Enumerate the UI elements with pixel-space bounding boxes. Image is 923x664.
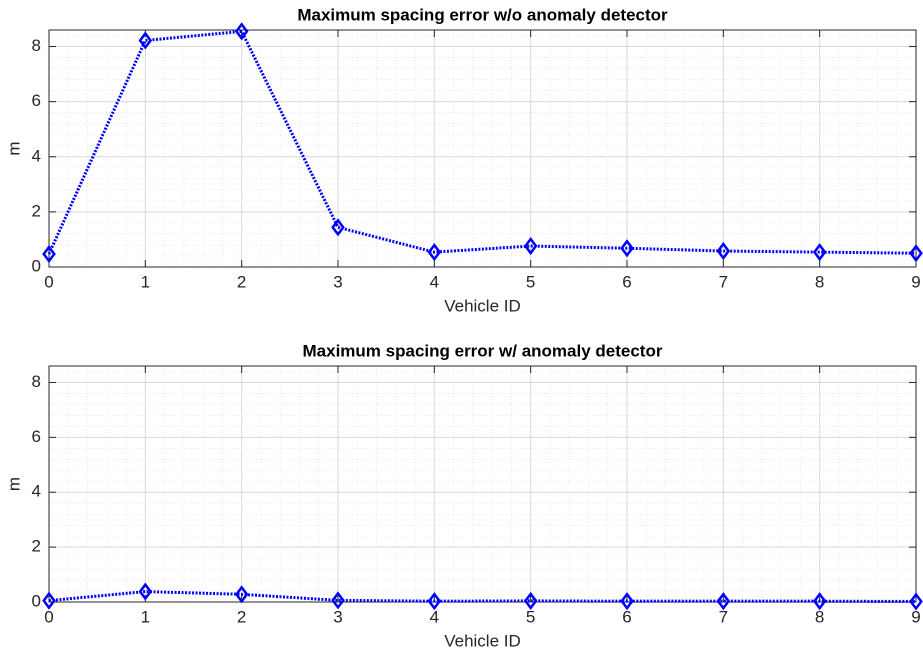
y-tick-label: 6 bbox=[32, 91, 41, 110]
x-tick-label: 3 bbox=[333, 607, 342, 626]
x-tick-label: 3 bbox=[333, 272, 342, 291]
data-marker bbox=[427, 592, 442, 611]
x-tick-label: 8 bbox=[815, 272, 824, 291]
y-tick-label: 8 bbox=[32, 372, 41, 391]
data-marker bbox=[234, 585, 249, 604]
y-tick-label: 6 bbox=[32, 427, 41, 446]
x-tick-label: 9 bbox=[911, 272, 920, 291]
data-marker bbox=[716, 592, 731, 611]
x-axis-label: Vehicle ID bbox=[444, 631, 521, 650]
chart-title: Maximum spacing error w/o anomaly detect… bbox=[297, 5, 668, 24]
data-line bbox=[48, 590, 917, 603]
x-tick-label: 2 bbox=[237, 272, 246, 291]
data-marker bbox=[812, 243, 827, 262]
data-marker bbox=[42, 591, 56, 610]
data-marker bbox=[234, 22, 249, 41]
data-marker bbox=[909, 592, 923, 611]
x-tick-label: 4 bbox=[430, 272, 439, 291]
data-marker bbox=[331, 591, 345, 610]
y-axis-label: m bbox=[4, 141, 23, 155]
y-tick-label: 4 bbox=[32, 146, 41, 165]
x-tick-label: 6 bbox=[622, 607, 631, 626]
x-tick-label: 1 bbox=[141, 607, 150, 626]
data-marker bbox=[620, 592, 634, 611]
data-marker bbox=[138, 31, 153, 50]
axes-box bbox=[48, 365, 917, 603]
x-tick-label: 2 bbox=[237, 607, 246, 626]
x-tick-label: 7 bbox=[719, 272, 728, 291]
x-tick-label: 9 bbox=[911, 607, 920, 626]
x-tick-label: 1 bbox=[141, 272, 150, 291]
data-marker bbox=[138, 582, 153, 601]
data-marker bbox=[620, 239, 634, 258]
data-marker bbox=[716, 241, 731, 261]
data-marker bbox=[523, 591, 538, 610]
chart-title: Maximum spacing error w/ anomaly detecto… bbox=[303, 341, 663, 360]
x-tick-label: 8 bbox=[815, 607, 824, 626]
minor-grid bbox=[49, 366, 916, 602]
x-axis-label: Vehicle ID bbox=[444, 296, 521, 315]
data-marker bbox=[523, 236, 538, 256]
axes-box bbox=[48, 29, 917, 268]
y-tick-label: 0 bbox=[32, 591, 41, 610]
y-axis-label: m bbox=[4, 477, 23, 491]
x-tick-label: 0 bbox=[44, 272, 53, 291]
x-tick-label: 5 bbox=[526, 607, 535, 626]
x-tick-label: 4 bbox=[430, 607, 439, 626]
y-tick-label: 8 bbox=[32, 36, 41, 55]
y-tick-label: 4 bbox=[32, 482, 41, 501]
data-line bbox=[47, 29, 917, 255]
data-marker bbox=[812, 592, 827, 611]
data-marker bbox=[42, 244, 56, 264]
y-tick-label: 0 bbox=[32, 256, 41, 275]
y-tick-label: 2 bbox=[32, 537, 41, 556]
x-tick-label: 5 bbox=[526, 272, 535, 291]
minor-grid bbox=[49, 30, 916, 267]
data-marker bbox=[427, 243, 442, 262]
data-marker bbox=[331, 218, 345, 237]
x-tick-label: 6 bbox=[622, 272, 631, 291]
x-tick-label: 0 bbox=[44, 607, 53, 626]
data-marker bbox=[909, 244, 923, 263]
x-tick-label: 7 bbox=[719, 607, 728, 626]
y-tick-label: 2 bbox=[32, 201, 41, 220]
